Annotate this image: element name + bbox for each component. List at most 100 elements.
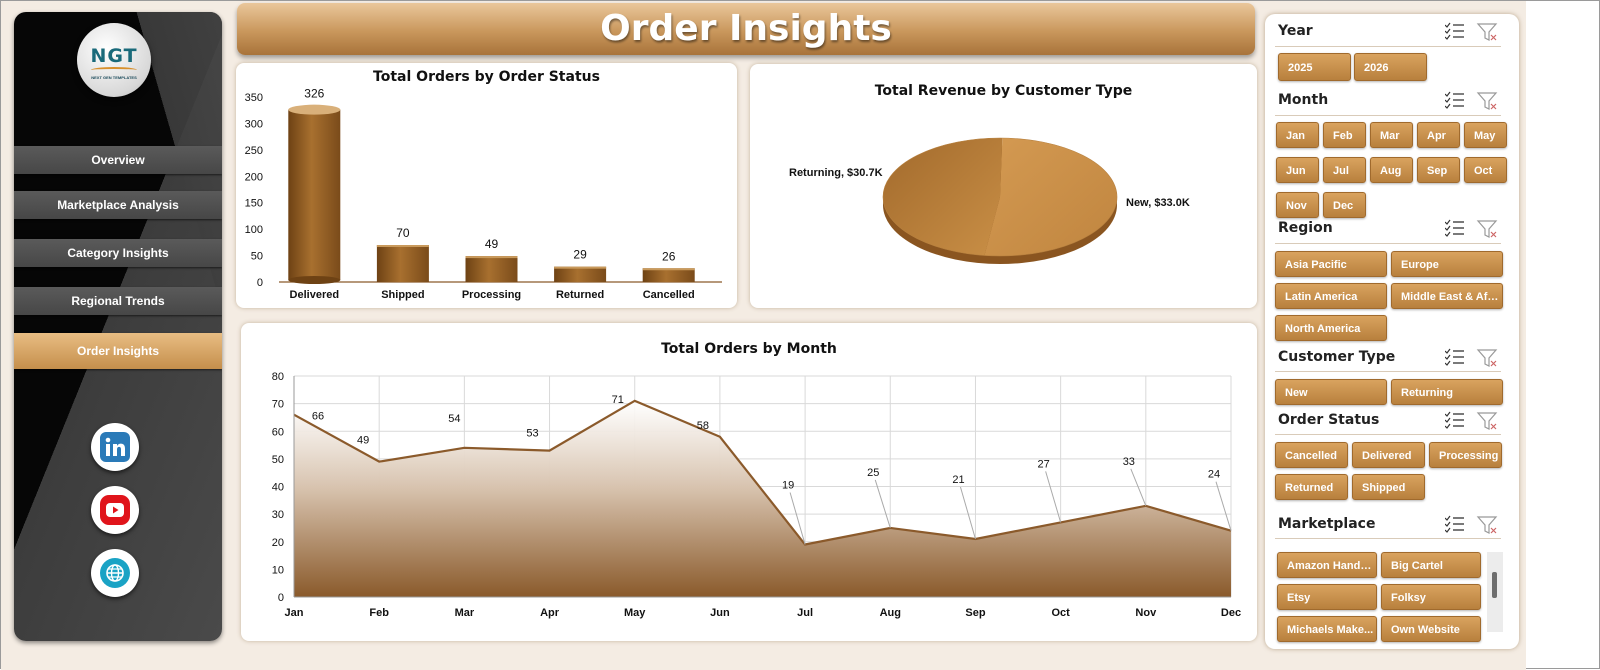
month-chip-mar[interactable]: Mar bbox=[1370, 122, 1413, 148]
customer-type-chip-new[interactable]: New bbox=[1275, 379, 1387, 405]
bar-top-edge bbox=[465, 256, 518, 259]
multi-select-icon[interactable] bbox=[1445, 515, 1464, 533]
order-status-chip-returned[interactable]: Returned bbox=[1275, 474, 1348, 500]
data-label-leader bbox=[789, 492, 806, 545]
x-tick-label: Jun bbox=[710, 607, 730, 619]
order-status-chip-cancelled[interactable]: Cancelled bbox=[1275, 442, 1348, 468]
scrollbar-thumb[interactable] bbox=[1492, 572, 1497, 598]
data-label: 25 bbox=[867, 467, 879, 479]
multi-select-icon[interactable] bbox=[1445, 91, 1464, 109]
check-mark bbox=[1445, 231, 1451, 237]
sidebar-item-regional-trends[interactable]: Regional Trends bbox=[14, 287, 222, 315]
marketplace-chip[interactable]: Michaels Make... bbox=[1277, 616, 1377, 642]
y-tick-label: 200 bbox=[245, 171, 263, 183]
order-status-chip-shipped[interactable]: Shipped bbox=[1352, 474, 1425, 500]
month-chip-sep[interactable]: Sep bbox=[1417, 157, 1460, 183]
check-mark bbox=[1445, 97, 1451, 103]
region-slicer-tools bbox=[1445, 219, 1498, 238]
month-chip-oct[interactable]: Oct bbox=[1464, 157, 1507, 183]
check-mark bbox=[1445, 423, 1451, 429]
y-tick-label: 20 bbox=[272, 537, 284, 549]
orders-by-month-card: Total Orders by Month 0 10 20 30 40 50 60 70 80 6… bbox=[241, 323, 1257, 641]
month-chip-aug[interactable]: Aug bbox=[1370, 157, 1413, 183]
region-chip[interactable]: Latin America bbox=[1275, 283, 1387, 309]
customer-slicer-title: Customer Type bbox=[1278, 349, 1396, 365]
pie-rim bbox=[882, 137, 1118, 257]
x-tick-label: May bbox=[624, 607, 646, 619]
month-chip-may[interactable]: May bbox=[1464, 122, 1507, 148]
sidebar-item-marketplace-analysis[interactable]: Marketplace Analysis bbox=[14, 191, 222, 219]
marketplace-chip[interactable]: Folksy bbox=[1381, 584, 1481, 610]
pie-slice-returning bbox=[883, 138, 1003, 256]
month-chip-jun[interactable]: Jun bbox=[1276, 157, 1319, 183]
month-chip-feb[interactable]: Feb bbox=[1323, 122, 1366, 148]
month-chip-apr[interactable]: Apr bbox=[1417, 122, 1460, 148]
clear-filter-icon[interactable] bbox=[1476, 92, 1498, 110]
youtube-button[interactable] bbox=[91, 486, 139, 534]
multi-select-icon[interactable] bbox=[1445, 348, 1464, 366]
clear-x bbox=[1490, 103, 1497, 110]
marketplace-scrollbar[interactable] bbox=[1487, 552, 1503, 632]
x-tick-label: Sep bbox=[965, 607, 985, 619]
sidebar-item-overview[interactable]: Overview bbox=[14, 146, 222, 174]
month-chip-nov[interactable]: Nov bbox=[1276, 192, 1319, 218]
month-chip-dec[interactable]: Dec bbox=[1323, 192, 1366, 218]
multi-select-icon[interactable] bbox=[1445, 22, 1464, 40]
clear-filter-icon[interactable] bbox=[1476, 349, 1498, 367]
check-mark bbox=[1445, 354, 1451, 360]
website-button[interactable] bbox=[91, 549, 139, 597]
marketplace-chip[interactable]: Etsy bbox=[1277, 584, 1377, 610]
check-mark bbox=[1445, 515, 1451, 521]
bar-processing bbox=[465, 256, 518, 282]
marketplace-slicer-divider bbox=[1275, 538, 1501, 539]
data-label: 33 bbox=[1123, 456, 1135, 468]
linkedin-button[interactable] bbox=[91, 423, 139, 471]
bar-value-label: 29 bbox=[573, 248, 587, 262]
month-slicer-divider bbox=[1275, 115, 1501, 116]
x-tick-label: Processing bbox=[462, 289, 521, 301]
x-tick-label: Shipped bbox=[381, 289, 424, 301]
sidebar-item-category-insights[interactable]: Category Insights bbox=[14, 239, 222, 267]
y-tick-label: 30 bbox=[272, 509, 284, 521]
page-title: Order Insights bbox=[600, 8, 892, 49]
check-mark bbox=[1445, 91, 1451, 97]
marketplace-chip[interactable]: Big Cartel bbox=[1381, 552, 1481, 578]
check-mark bbox=[1445, 348, 1451, 354]
month-chip-jul[interactable]: Jul bbox=[1323, 157, 1366, 183]
check-mark bbox=[1445, 360, 1451, 366]
x-tick-label: Feb bbox=[369, 607, 389, 619]
data-label-leader bbox=[1045, 471, 1062, 523]
clear-filter-icon[interactable] bbox=[1476, 23, 1498, 41]
region-slicer-title: Region bbox=[1278, 220, 1333, 236]
orders-by-status-card: Total Orders by Order Status 0 50 100 150 20… bbox=[236, 63, 737, 308]
clear-filter-icon[interactable] bbox=[1476, 220, 1498, 238]
clear-filter-icon[interactable] bbox=[1476, 516, 1498, 534]
year-chip-2026[interactable]: 2026 bbox=[1354, 53, 1427, 81]
region-chip[interactable]: Asia Pacific bbox=[1275, 251, 1387, 277]
check-mark bbox=[1445, 34, 1451, 40]
customer-type-chip-returning[interactable]: Returning bbox=[1391, 379, 1503, 405]
check-mark bbox=[1445, 22, 1451, 28]
bar-top-edge bbox=[376, 245, 429, 247]
orders-by-month-chart: 0 10 20 30 40 50 60 70 80 66 Jan 49 Feb 54 Mar 53 Apr 71 M… bbox=[272, 371, 1241, 619]
orders-by-status-chart: 0 50 100 150 200 250 300 350 326 Delivered 70 Shipp… bbox=[245, 87, 722, 301]
clear-filter-icon[interactable] bbox=[1476, 412, 1498, 430]
clear-x bbox=[1490, 231, 1497, 238]
month-chip-jan[interactable]: Jan bbox=[1276, 122, 1319, 148]
sidebar-item-order-insights[interactable]: Order Insights bbox=[14, 333, 222, 369]
funnel-shape bbox=[1476, 92, 1498, 110]
multi-select-icon[interactable] bbox=[1445, 411, 1464, 429]
funnel-shape bbox=[1476, 516, 1498, 534]
order-status-chip-processing[interactable]: Processing bbox=[1429, 442, 1502, 468]
marketplace-chip[interactable]: Amazon Handm... bbox=[1277, 552, 1377, 578]
marketplace-chip[interactable]: Own Website bbox=[1381, 616, 1481, 642]
region-chip[interactable]: North America bbox=[1275, 315, 1387, 341]
year-chip-2025[interactable]: 2025 bbox=[1278, 53, 1351, 81]
multi-select-icon[interactable] bbox=[1445, 219, 1464, 237]
region-chip[interactable]: Middle East & Africa bbox=[1391, 283, 1503, 309]
check-mark bbox=[1445, 225, 1451, 231]
y-tick-label: 10 bbox=[272, 564, 284, 576]
order-status-chip-delivered[interactable]: Delivered bbox=[1352, 442, 1425, 468]
region-chip[interactable]: Europe bbox=[1391, 251, 1503, 277]
